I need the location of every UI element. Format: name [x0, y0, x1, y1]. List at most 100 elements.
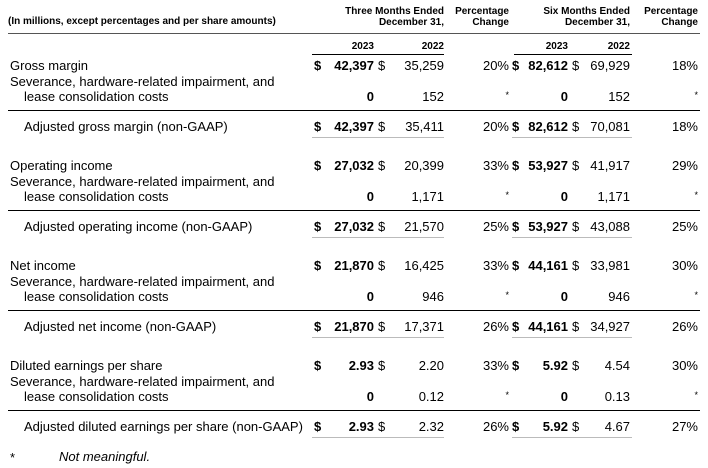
year-rule-six-months [514, 54, 632, 55]
not-meaningful-marker: * [694, 390, 698, 400]
adjustment-label-line2: lease consolidation costs [24, 189, 169, 204]
value-h-2022: 69,929 [590, 58, 630, 73]
total-pct-change-h: 18% [671, 119, 698, 134]
total-q-2022: 35,411 [405, 119, 444, 134]
not-meaningful-marker: * [694, 90, 698, 100]
total-underline [572, 137, 632, 138]
value-q-2023: 42,397 [334, 58, 374, 73]
total-q-2022: 2.32 [418, 419, 444, 434]
currency-sign: $ [378, 58, 386, 73]
adjustment-h-2023: 0 [560, 89, 568, 104]
total-q-2023: 21,870 [334, 319, 374, 334]
currency-sign: $ [378, 358, 386, 373]
total-h-2023: 5.92 [542, 419, 568, 434]
currency-sign: $ [572, 319, 580, 334]
value-q-2022: 2.20 [418, 358, 444, 373]
currency-sign: $ [314, 358, 322, 373]
total-underline [378, 337, 444, 338]
not-meaningful-marker: * [505, 190, 509, 200]
three-months-header-line2: December 31, [378, 17, 444, 28]
currency-sign: $ [572, 119, 580, 134]
total-pct-change-h: 25% [671, 219, 698, 234]
adjustment-q-2023: 0 [366, 289, 374, 304]
currency-sign: $ [314, 158, 322, 173]
total-q-2022: 21,570 [404, 219, 444, 234]
total-underline [378, 137, 444, 138]
year-q-2023: 2023 [351, 41, 374, 52]
currency-sign: $ [512, 258, 520, 273]
value-h-2023: 5.92 [542, 358, 568, 373]
year-q-2022: 2022 [421, 41, 444, 52]
total-rule [8, 110, 700, 111]
year-h-2023: 2023 [545, 41, 568, 52]
adjustment-label-line1: Severance, hardware-related impairment, … [10, 274, 275, 289]
total-underline [572, 237, 632, 238]
value-h-2023: 82,612 [528, 58, 568, 73]
adjustment-q-2022: 946 [422, 289, 444, 304]
currency-sign: $ [314, 419, 322, 434]
currency-sign: $ [572, 358, 580, 373]
pct-change-header-line1: Percentage [455, 6, 509, 17]
pct-change2-header-line2: Change [661, 17, 698, 28]
header-rule [8, 33, 700, 34]
value-q-2023: 2.93 [348, 358, 374, 373]
currency-sign: $ [512, 158, 520, 173]
value-h-2022: 33,981 [590, 258, 630, 273]
pct-change-h: 30% [671, 358, 698, 373]
pct-change-h: 30% [671, 258, 698, 273]
currency-sign: $ [512, 119, 520, 134]
adjustment-label-line1: Severance, hardware-related impairment, … [10, 374, 275, 389]
adjustment-q-2022: 0.12 [418, 389, 444, 404]
total-underline [378, 437, 444, 438]
total-q-2023: 27,032 [334, 219, 374, 234]
value-h-2023: 53,927 [528, 158, 568, 173]
adjustment-label-line2: lease consolidation costs [24, 389, 169, 404]
adjustment-label-line2: lease consolidation costs [24, 89, 169, 104]
total-q-2023: 2.93 [348, 419, 374, 434]
currency-sign: $ [314, 119, 322, 134]
row-label: Gross margin [10, 58, 89, 73]
currency-sign: $ [314, 58, 322, 73]
not-meaningful-marker: * [505, 390, 509, 400]
adjustment-h-2023: 0 [560, 289, 568, 304]
currency-sign: $ [378, 319, 386, 334]
total-h-2022: 4.67 [604, 419, 630, 434]
not-meaningful-marker: * [694, 290, 698, 300]
year-h-2022: 2022 [607, 41, 630, 52]
adjustment-h-2022: 0.13 [604, 389, 630, 404]
six-months-header-line1: Six Months Ended [543, 6, 630, 17]
total-label: Adjusted gross margin (non-GAAP) [24, 119, 228, 134]
total-label: Adjusted diluted earnings per share (non… [24, 419, 303, 434]
not-meaningful-marker: * [505, 90, 509, 100]
adjustment-q-2022: 1,171 [411, 189, 444, 204]
total-rule [8, 410, 700, 411]
total-h-2022: 43,088 [590, 219, 630, 234]
total-underline [312, 237, 378, 238]
currency-sign: $ [572, 258, 580, 273]
adjustment-h-2022: 1,171 [597, 189, 630, 204]
total-underline [512, 137, 572, 138]
total-pct-change-h: 26% [671, 319, 698, 334]
footnote-symbol: * [10, 450, 16, 465]
total-underline [312, 337, 378, 338]
pct-change-q: 33% [482, 358, 509, 373]
total-h-2022: 70,081 [590, 119, 630, 134]
currency-sign: $ [378, 158, 386, 173]
currency-sign: $ [512, 219, 520, 234]
adjustment-q-2023: 0 [366, 89, 374, 104]
currency-sign: $ [512, 58, 520, 73]
row-label: Net income [10, 258, 76, 273]
total-underline [312, 137, 378, 138]
value-h-2022: 4.54 [604, 358, 630, 373]
adjustment-q-2023: 0 [366, 389, 374, 404]
total-h-2023: 44,161 [528, 319, 568, 334]
total-rule [8, 310, 700, 311]
total-pct-change-h: 27% [671, 419, 698, 434]
row-label: Operating income [10, 158, 113, 173]
total-label: Adjusted operating income (non-GAAP) [24, 219, 253, 234]
value-h-2023: 44,161 [528, 258, 568, 273]
currency-sign: $ [572, 219, 580, 234]
pct-change2-header-line1: Percentage [644, 6, 698, 17]
adjustment-label-line1: Severance, hardware-related impairment, … [10, 174, 275, 189]
pct-change-q: 33% [482, 258, 509, 273]
